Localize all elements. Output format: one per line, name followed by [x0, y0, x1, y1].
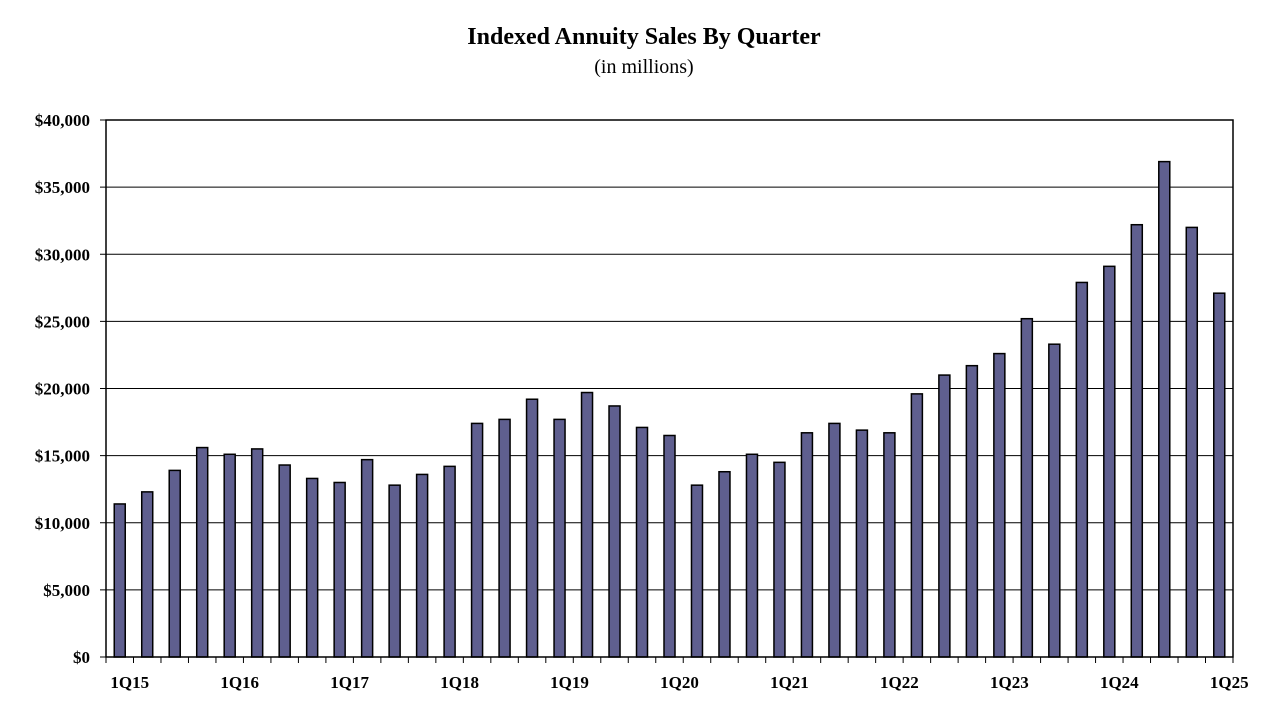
bar [580, 391, 594, 658]
chart-title: Indexed Annuity Sales By Quarter [467, 24, 821, 50]
bar [1158, 160, 1171, 658]
y-tick-label: $5,000 [43, 581, 90, 600]
bar [1185, 226, 1199, 658]
y-tick-label: $30,000 [35, 245, 90, 264]
bar [773, 461, 786, 658]
y-tick-label: $25,000 [35, 312, 90, 331]
bar [1048, 343, 1061, 658]
bar [195, 446, 209, 658]
y-tick-label: $15,000 [35, 447, 90, 466]
x-tick-label: 1Q23 [990, 673, 1029, 692]
x-tick-label: 1Q24 [1100, 673, 1139, 692]
bar [333, 481, 346, 658]
bar [910, 393, 924, 658]
bar [443, 465, 456, 658]
bar [250, 448, 264, 658]
bar [113, 503, 126, 658]
y-tick-label: $0 [73, 648, 90, 667]
bar [635, 426, 649, 658]
bar [1103, 265, 1116, 658]
bar [993, 352, 1006, 658]
bar [168, 469, 181, 658]
x-tick-label: 1Q20 [660, 673, 699, 692]
x-tick-label: 1Q17 [330, 673, 369, 692]
bar [690, 484, 704, 658]
bar [800, 432, 814, 658]
bar [883, 432, 896, 658]
bar [965, 364, 979, 658]
bar [718, 470, 731, 658]
bar [938, 374, 951, 658]
bar [498, 418, 511, 658]
plot-frame [105, 119, 1234, 658]
bar [470, 422, 484, 658]
y-tick-label: $20,000 [35, 380, 90, 399]
x-tick-label: 1Q15 [110, 673, 149, 692]
bar [745, 453, 759, 658]
x-tick-label: 1Q19 [550, 673, 589, 692]
bar [553, 418, 566, 658]
chart-subtitle: (in millions) [594, 56, 694, 78]
bar [1213, 292, 1226, 658]
bar [223, 453, 236, 658]
bar [305, 477, 319, 658]
bar [855, 429, 869, 658]
bar [360, 458, 374, 658]
x-tick-label: 1Q18 [440, 673, 479, 692]
bar [828, 422, 841, 658]
bar [525, 398, 539, 658]
bar [415, 473, 429, 658]
x-tick-label: 1Q21 [770, 673, 809, 692]
x-tick-label: 1Q25 [1210, 673, 1249, 692]
x-tick-label: 1Q22 [880, 673, 919, 692]
bar [1130, 223, 1144, 658]
bar [608, 405, 621, 658]
bar [1075, 281, 1089, 658]
bar [663, 434, 676, 658]
y-tick-label: $35,000 [35, 178, 90, 197]
bar [140, 491, 154, 658]
bar [278, 464, 291, 658]
y-tick-label: $40,000 [35, 111, 90, 130]
x-tick-label: 1Q16 [220, 673, 259, 692]
y-tick-label: $10,000 [35, 514, 90, 533]
bar [388, 484, 401, 658]
bar [1020, 317, 1034, 658]
